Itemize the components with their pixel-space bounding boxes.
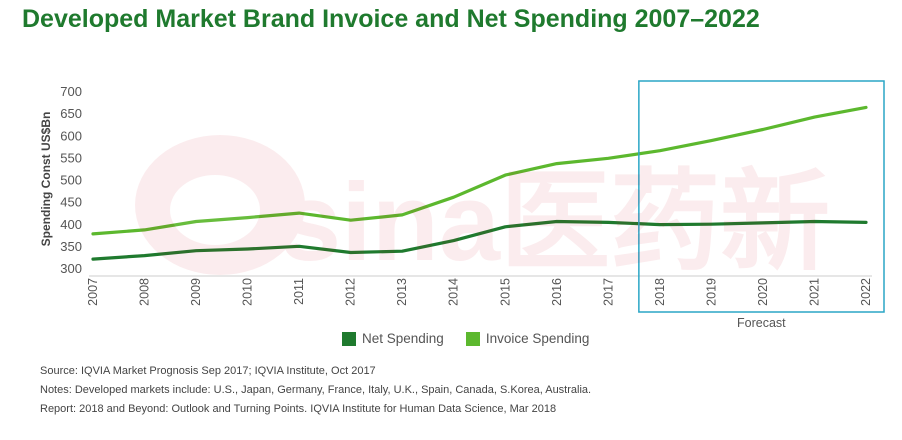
y-axis-label: Spending Const US$Bn bbox=[39, 112, 53, 247]
series-layer bbox=[91, 105, 868, 261]
x-tick-label: 2011 bbox=[292, 278, 306, 305]
x-tick-label: 2018 bbox=[653, 278, 667, 306]
x-tick-label: 2016 bbox=[550, 278, 564, 306]
legend-label-invoice-spending: Invoice Spending bbox=[485, 331, 590, 346]
x-tick-label: 2022 bbox=[859, 278, 873, 306]
x-tick-label: 2015 bbox=[498, 278, 512, 306]
series-line-net-spending bbox=[91, 219, 868, 261]
report-line: Report: 2018 and Beyond: Outlook and Tur… bbox=[40, 403, 557, 415]
legend-swatch-invoice-spending bbox=[465, 331, 480, 346]
y-axis: 300 350 400 450 500 550 600 650 700 bbox=[60, 84, 82, 276]
x-tick-label: 2013 bbox=[395, 278, 409, 306]
legend-label-net-spending: Net Spending bbox=[362, 331, 444, 346]
y-tick-label: 650 bbox=[60, 106, 82, 121]
x-tick-label: 2012 bbox=[344, 278, 358, 306]
forecast-box bbox=[638, 80, 885, 313]
y-tick-label: 400 bbox=[60, 217, 82, 232]
x-tick-label: 2020 bbox=[756, 278, 770, 306]
x-tick-label: 2010 bbox=[241, 278, 255, 306]
x-tick-label: 2008 bbox=[138, 278, 152, 306]
y-tick-label: 350 bbox=[60, 239, 82, 254]
forecast-label: Forecast bbox=[737, 316, 786, 330]
chart-title: Developed Market Brand Invoice and Net S… bbox=[22, 5, 760, 33]
source-line: Source: IQVIA Market Prognosis Sep 2017;… bbox=[40, 365, 376, 377]
legend-item-net-spending: Net Spending bbox=[342, 331, 444, 346]
x-tick-label: 2014 bbox=[447, 278, 461, 306]
x-tick-label: 2017 bbox=[601, 278, 615, 306]
y-tick-label: 500 bbox=[60, 173, 82, 188]
legend-item-invoice-spending: Invoice Spending bbox=[465, 331, 590, 346]
series-line-invoice-spending bbox=[91, 105, 868, 236]
y-tick-label: 700 bbox=[60, 84, 82, 99]
legend: Net Spending Invoice Spending bbox=[342, 331, 589, 346]
source-notes: Source: IQVIA Market Prognosis Sep 2017;… bbox=[40, 362, 591, 419]
x-axis: 2007 2008 2009 2010 2011 2012 2013 2014 2015 2016… bbox=[86, 275, 873, 306]
notes-line: Notes: Developed markets include: U.S., … bbox=[40, 384, 592, 396]
legend-swatch-net-spending bbox=[342, 331, 356, 346]
y-tick-label: 600 bbox=[60, 128, 82, 143]
x-tick-label: 2019 bbox=[704, 278, 718, 306]
x-tick-label: 2021 bbox=[807, 278, 821, 306]
x-tick-label: 2007 bbox=[86, 278, 100, 306]
y-tick-label: 550 bbox=[60, 150, 82, 165]
y-tick-label: 450 bbox=[60, 195, 82, 210]
x-tick-label: 2009 bbox=[189, 278, 203, 306]
y-tick-label: 300 bbox=[60, 261, 82, 276]
